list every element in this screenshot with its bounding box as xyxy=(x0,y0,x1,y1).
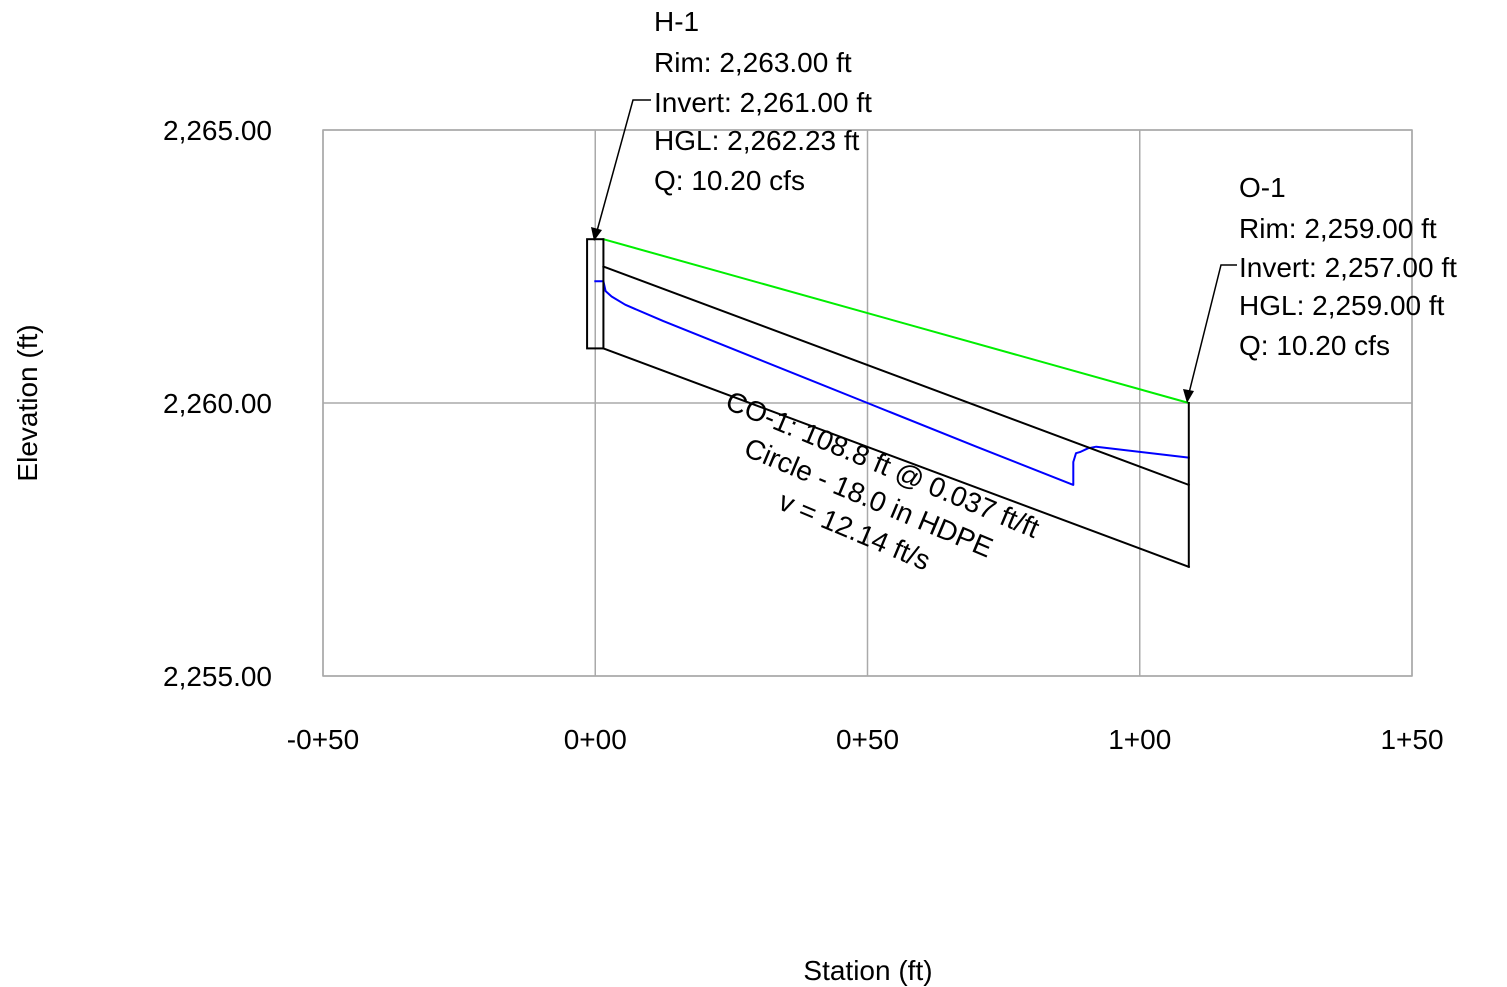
node-label-h1: H-1 Rim: 2,263.00 ft Invert: 2,261.00 ft… xyxy=(591,6,872,241)
x-tick-label: 1+50 xyxy=(1380,724,1443,755)
pipe-label: CO-1: 108.8 ft @ 0.037 ft/ft Circle - 18… xyxy=(721,385,1044,576)
x-tick-label: 1+00 xyxy=(1108,724,1171,755)
x-tick-label: 0+50 xyxy=(836,724,899,755)
plot-area-border xyxy=(322,129,1413,677)
node-h1-q: Q: 10.20 cfs xyxy=(654,165,805,196)
y-tick-labels: 2,255.00 2,260.00 2,265.00 xyxy=(163,115,272,692)
node-o1-q: Q: 10.20 cfs xyxy=(1239,330,1390,361)
y-tick-label: 2,255.00 xyxy=(163,661,272,692)
x-tick-labels: -0+50 0+00 0+50 1+00 1+50 xyxy=(287,724,1444,755)
node-leader-o1 xyxy=(1188,264,1237,394)
y-tick-label: 2,265.00 xyxy=(163,115,272,146)
hgl-line xyxy=(594,280,1190,486)
node-label-o1: O-1 Rim: 2,259.00 ft Invert: 2,257.00 ft… xyxy=(1183,172,1457,403)
node-arrow-h1 xyxy=(591,227,602,241)
node-h1-invert: Invert: 2,261.00 ft xyxy=(654,87,872,118)
series-group xyxy=(594,237,1191,569)
x-tick-label: 0+00 xyxy=(564,724,627,755)
node-h1-name: H-1 xyxy=(654,6,699,37)
y-axis-title: Elevation (ft) xyxy=(12,324,43,481)
egl-line xyxy=(602,237,1191,405)
x-axis-title: Station (ft) xyxy=(803,955,932,986)
node-h1-hgl: HGL: 2,262.23 ft xyxy=(654,125,860,156)
node-o1-rim: Rim: 2,259.00 ft xyxy=(1239,213,1437,244)
node-arrow-o1 xyxy=(1183,389,1194,403)
x-tick-label: -0+50 xyxy=(287,724,359,755)
y-tick-label: 2,260.00 xyxy=(163,388,272,419)
node-o1-invert: Invert: 2,257.00 ft xyxy=(1239,252,1457,283)
node-leader-h1 xyxy=(596,99,651,232)
node-h1-rim: Rim: 2,263.00 ft xyxy=(654,47,852,78)
node-o1-hgl: HGL: 2,259.00 ft xyxy=(1239,290,1445,321)
pipe-invert-line xyxy=(602,347,1191,569)
node-o1-name: O-1 xyxy=(1239,172,1286,203)
pipe-crown-line xyxy=(602,265,1191,487)
